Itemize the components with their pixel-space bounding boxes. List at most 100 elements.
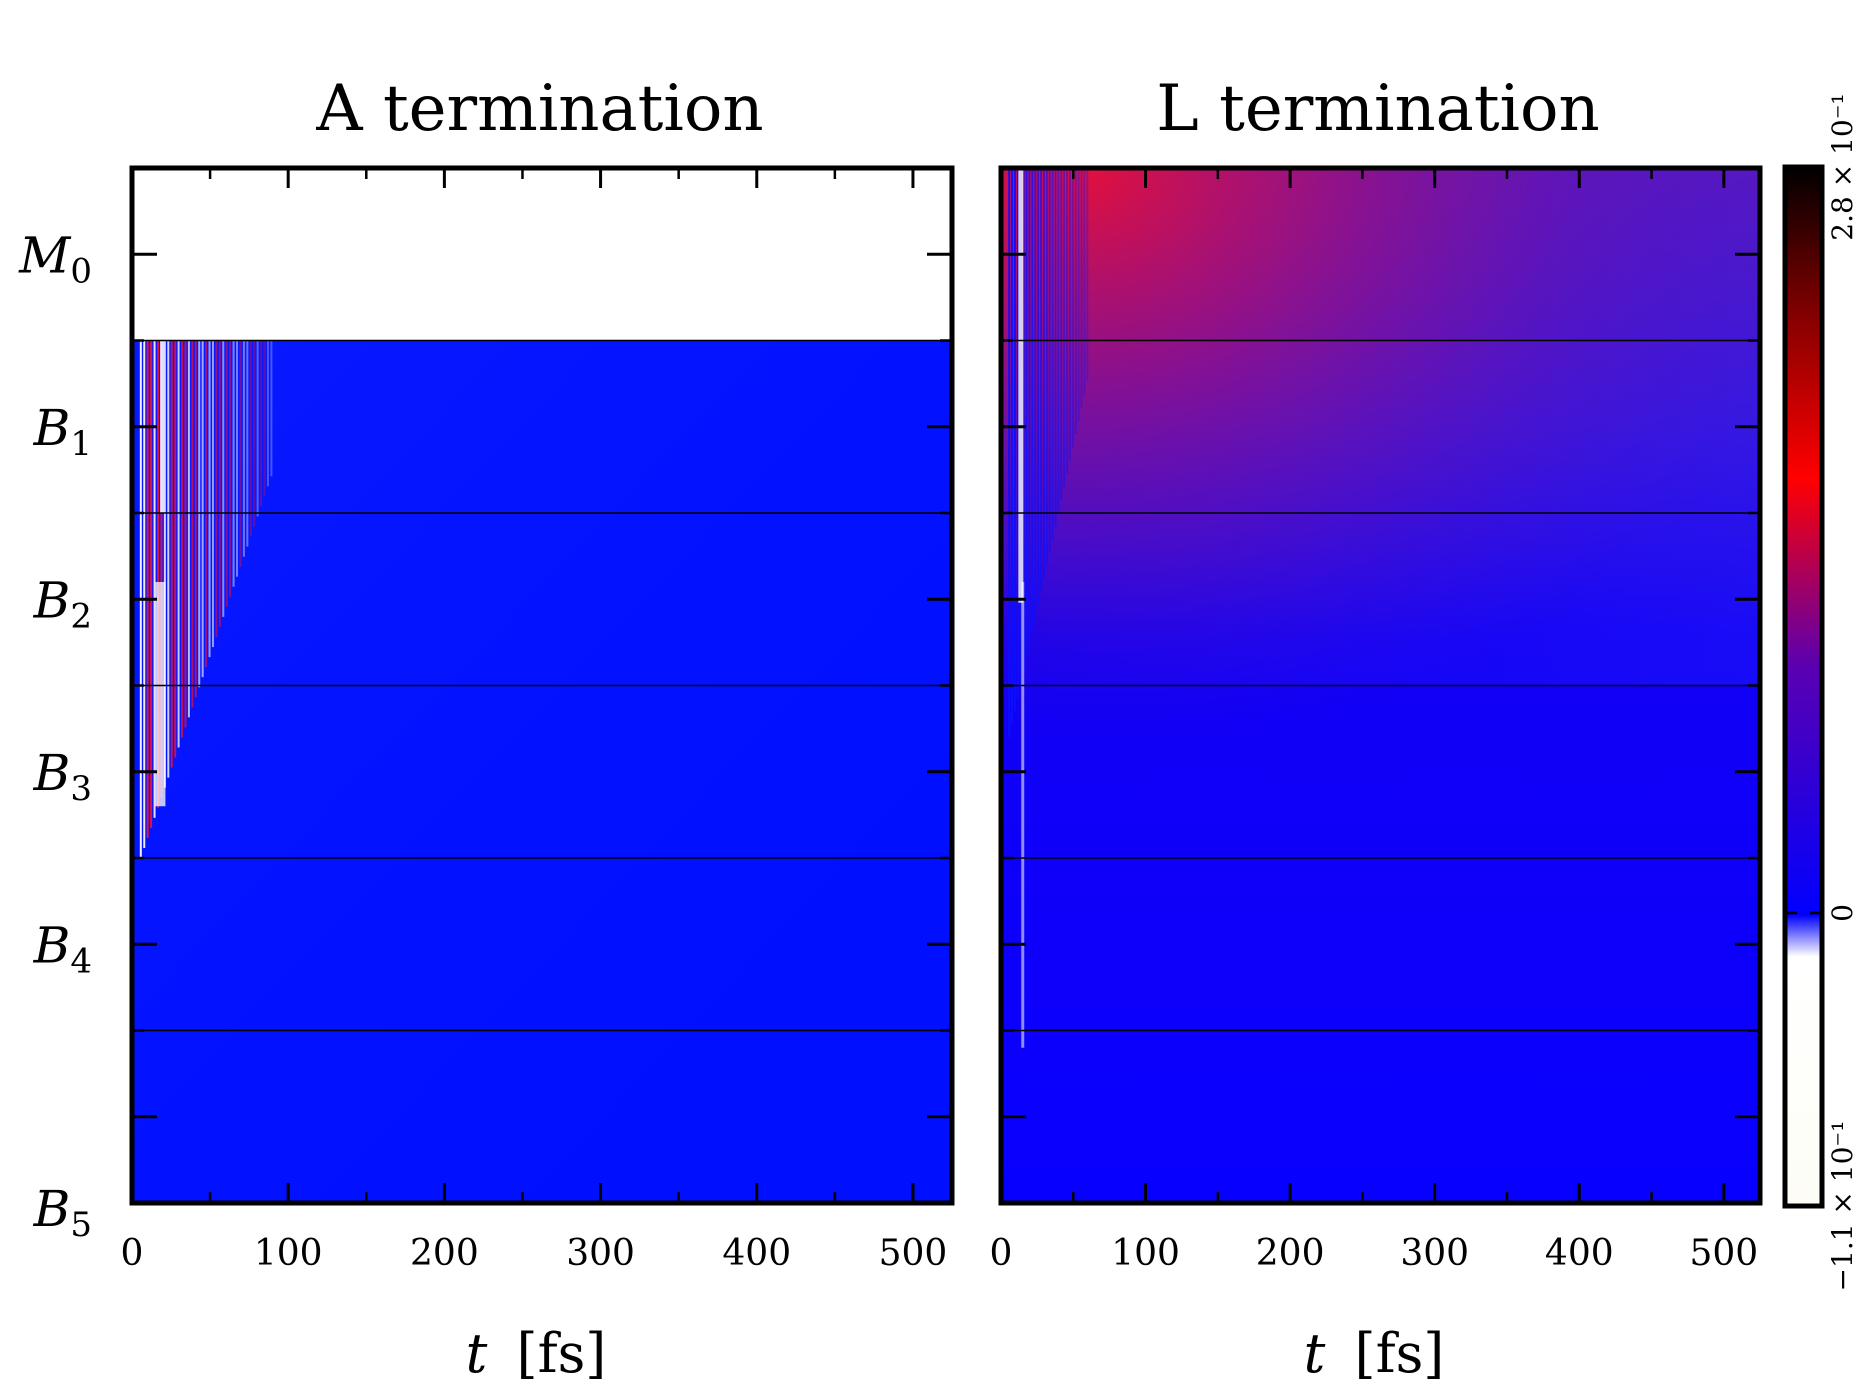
oscillation-stripe: [163, 340, 166, 788]
y-category-label: B5: [33, 1180, 92, 1245]
oscillation-stripe: [150, 340, 153, 828]
oscillation-stripe: [201, 340, 204, 678]
heatmap-right-shade-l: [1001, 168, 1760, 686]
oscillation-stripe: [1048, 168, 1051, 553]
y-category-subscript: 5: [70, 1205, 92, 1245]
oscillation-stripe: [211, 340, 214, 648]
oscillation-stripe: [1066, 168, 1069, 474]
colorbar-ticks: −1.1 × 10⁻¹ 0 2.8 × 10⁻¹: [1785, 93, 1859, 1291]
y-category-symbol: B: [33, 744, 71, 802]
oscillation-stripe: [177, 340, 180, 748]
oscillation-stripe: [1031, 168, 1034, 632]
oscillation-stripe: [1074, 168, 1077, 435]
oscillation-stripe: [225, 340, 228, 607]
oscillation-stripe: [270, 340, 273, 477]
heatmap-shade-a: [132, 340, 952, 1203]
oscillation-stripe: [146, 340, 149, 838]
early-white-streak-l2: [1021, 582, 1025, 1048]
x-tick-label: 100: [1111, 1233, 1180, 1274]
oscillation-stripe: [208, 340, 211, 658]
oscillation-stripe: [1080, 168, 1083, 408]
oscillation-stripe: [174, 340, 177, 758]
x-tick-label: 0: [990, 1233, 1013, 1274]
y-category-label: B1: [33, 399, 92, 464]
colorbar-tick-label: −1.1 × 10⁻¹: [1826, 1121, 1859, 1292]
oscillation-stripe: [253, 340, 256, 527]
x-axis-label-l-unit: [fs]: [1355, 1322, 1445, 1385]
oscillation-stripe: [1051, 168, 1054, 540]
oscillation-stripe: [1011, 168, 1014, 725]
oscillation-stripe: [160, 340, 163, 798]
colorbar-tick-label: 2.8 × 10⁻¹: [1826, 93, 1859, 240]
oscillation-stripe: [232, 340, 235, 587]
early-white-streak-a2: [160, 340, 165, 513]
oscillation-stripe: [1077, 168, 1080, 422]
early-white-streak-l: [1018, 168, 1024, 603]
x-tick-label: 300: [566, 1233, 635, 1274]
x-tick-label: 400: [1545, 1233, 1614, 1274]
oscillation-stripe: [198, 340, 201, 688]
oscillation-stripe: [222, 340, 225, 617]
oscillation-stripe: [167, 340, 170, 778]
heatmap-panel-l: [998, 165, 1763, 1206]
y-category-subscript: 2: [70, 596, 92, 636]
oscillation-stripe: [153, 340, 156, 818]
oscillation-stripe: [1042, 168, 1045, 580]
early-white-streak-a: [155, 582, 166, 807]
oscillation-stripe: [1086, 168, 1089, 382]
x-axis-label-l: t [fs]: [1304, 1322, 1445, 1385]
panel-a-title: A termination: [315, 72, 763, 146]
oscillation-stripe: [1063, 168, 1066, 487]
oscillation-stripes-a: [139, 340, 273, 858]
y-category-symbol: B: [33, 916, 71, 974]
y-category-symbol: B: [33, 399, 71, 457]
oscillation-stripe: [1071, 168, 1074, 448]
oscillation-stripe: [242, 340, 245, 557]
x-tick-label: 0: [121, 1233, 144, 1274]
x-tick-label: 300: [1400, 1233, 1469, 1274]
oscillation-stripe: [1014, 168, 1017, 711]
oscillation-stripe: [1083, 168, 1086, 395]
oscillation-stripe: [1068, 168, 1071, 461]
y-category-symbol: B: [33, 1180, 71, 1238]
oscillation-stripe: [184, 340, 187, 728]
oscillation-stripe: [1045, 168, 1048, 567]
y-category-symbol: M: [18, 226, 72, 284]
colorbar-tick-label: 0: [1826, 904, 1859, 922]
y-category-subscript: 3: [70, 769, 92, 809]
oscillation-stripe: [215, 340, 218, 637]
oscillation-stripe: [1028, 168, 1031, 646]
y-category-label: B4: [33, 916, 92, 981]
x-axis-label-a-var: t: [466, 1322, 488, 1385]
row-m0-empty: [132, 168, 952, 341]
oscillation-stripe: [236, 340, 239, 577]
oscillation-stripe: [266, 340, 269, 487]
x-tick-labels-l: 0 100 200 300 400 500: [990, 1233, 1759, 1274]
colorbar-gradient: [1785, 167, 1822, 1206]
oscillation-stripe: [1034, 168, 1037, 619]
panel-l-title: L termination: [1156, 72, 1600, 146]
oscillation-stripe: [263, 340, 266, 497]
oscillation-stripe: [260, 340, 263, 507]
oscillation-stripe: [191, 340, 194, 708]
oscillation-stripe: [194, 340, 197, 698]
y-category-subscript: 1: [70, 424, 92, 464]
oscillation-stripe: [1016, 168, 1019, 698]
x-axis-label-a-unit: [fs]: [517, 1322, 607, 1385]
oscillation-stripe: [181, 340, 184, 738]
oscillation-stripe: [1022, 168, 1025, 672]
oscillation-stripe: [1054, 168, 1057, 527]
oscillation-stripe: [1037, 168, 1040, 606]
colorbar: −1.1 × 10⁻¹ 0 2.8 × 10⁻¹: [1782, 93, 1859, 1291]
oscillation-stripe: [205, 340, 208, 668]
y-category-label: M0: [18, 226, 92, 291]
y-category-label: B2: [33, 571, 92, 636]
oscillation-stripe: [187, 340, 190, 718]
oscillation-stripe: [170, 340, 173, 768]
x-axis-label-a: t [fs]: [466, 1322, 607, 1385]
x-tick-label: 500: [879, 1233, 948, 1274]
oscillation-stripe: [239, 340, 242, 567]
oscillation-stripe: [156, 340, 159, 808]
